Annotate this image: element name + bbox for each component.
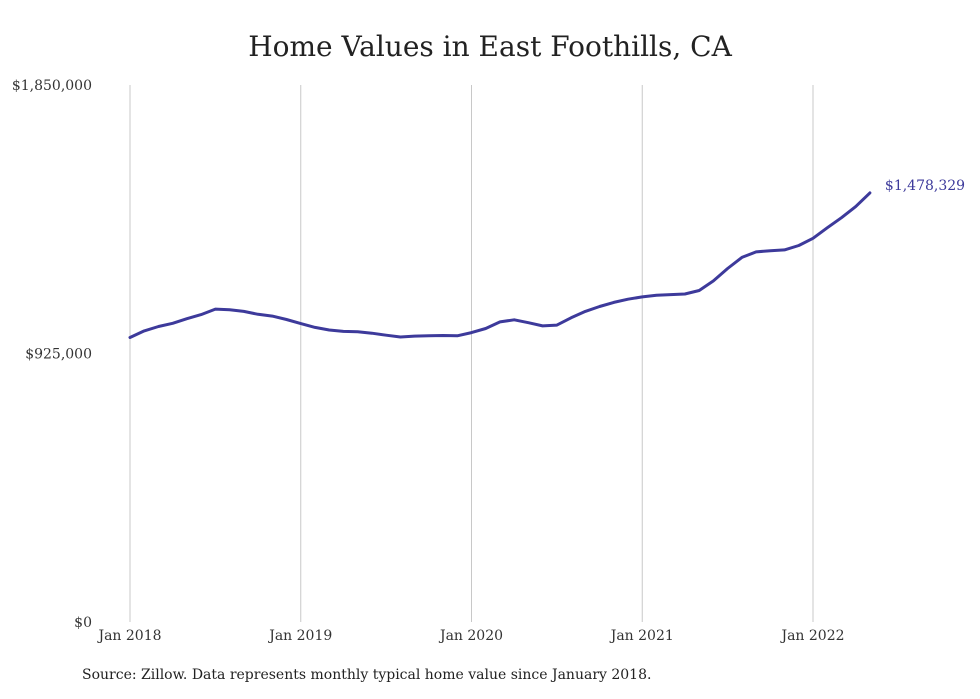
line-chart: $0$925,000$1,850,000 Jan 2018 Jan 2019 Jan…: [12, 78, 965, 644]
series-line: [128, 191, 872, 339]
x-tick-label: Jan 2021: [609, 628, 674, 644]
y-tick-label: $1,850,000: [12, 78, 92, 94]
x-tick-label: Jan 2020: [438, 628, 503, 644]
y-axis-ticks: $0 $925,000 $1,850,000: [12, 78, 92, 631]
y-tick-label: $925,000: [25, 347, 92, 363]
y-tick-label: $0: [74, 615, 92, 631]
grid-lines: [129, 85, 814, 622]
x-tick-label: Jan 2022: [779, 628, 844, 644]
end-value-label: $1,478,329: [885, 178, 965, 194]
x-axis-ticks: Jan 2018 Jan 2019 Jan 2020 Jan 2021 Jan 2022: [96, 628, 844, 644]
source-note: Source: Zillow. Data represents monthly …: [82, 667, 652, 683]
x-tick-label: Jan 2018: [96, 628, 161, 644]
series-layer: [128, 191, 872, 339]
x-tick-label: Jan 2019: [267, 628, 332, 644]
end-label-layer: $1,478,329: [885, 178, 965, 194]
chart-title: Home Values in East Foothills, CA: [248, 30, 732, 63]
